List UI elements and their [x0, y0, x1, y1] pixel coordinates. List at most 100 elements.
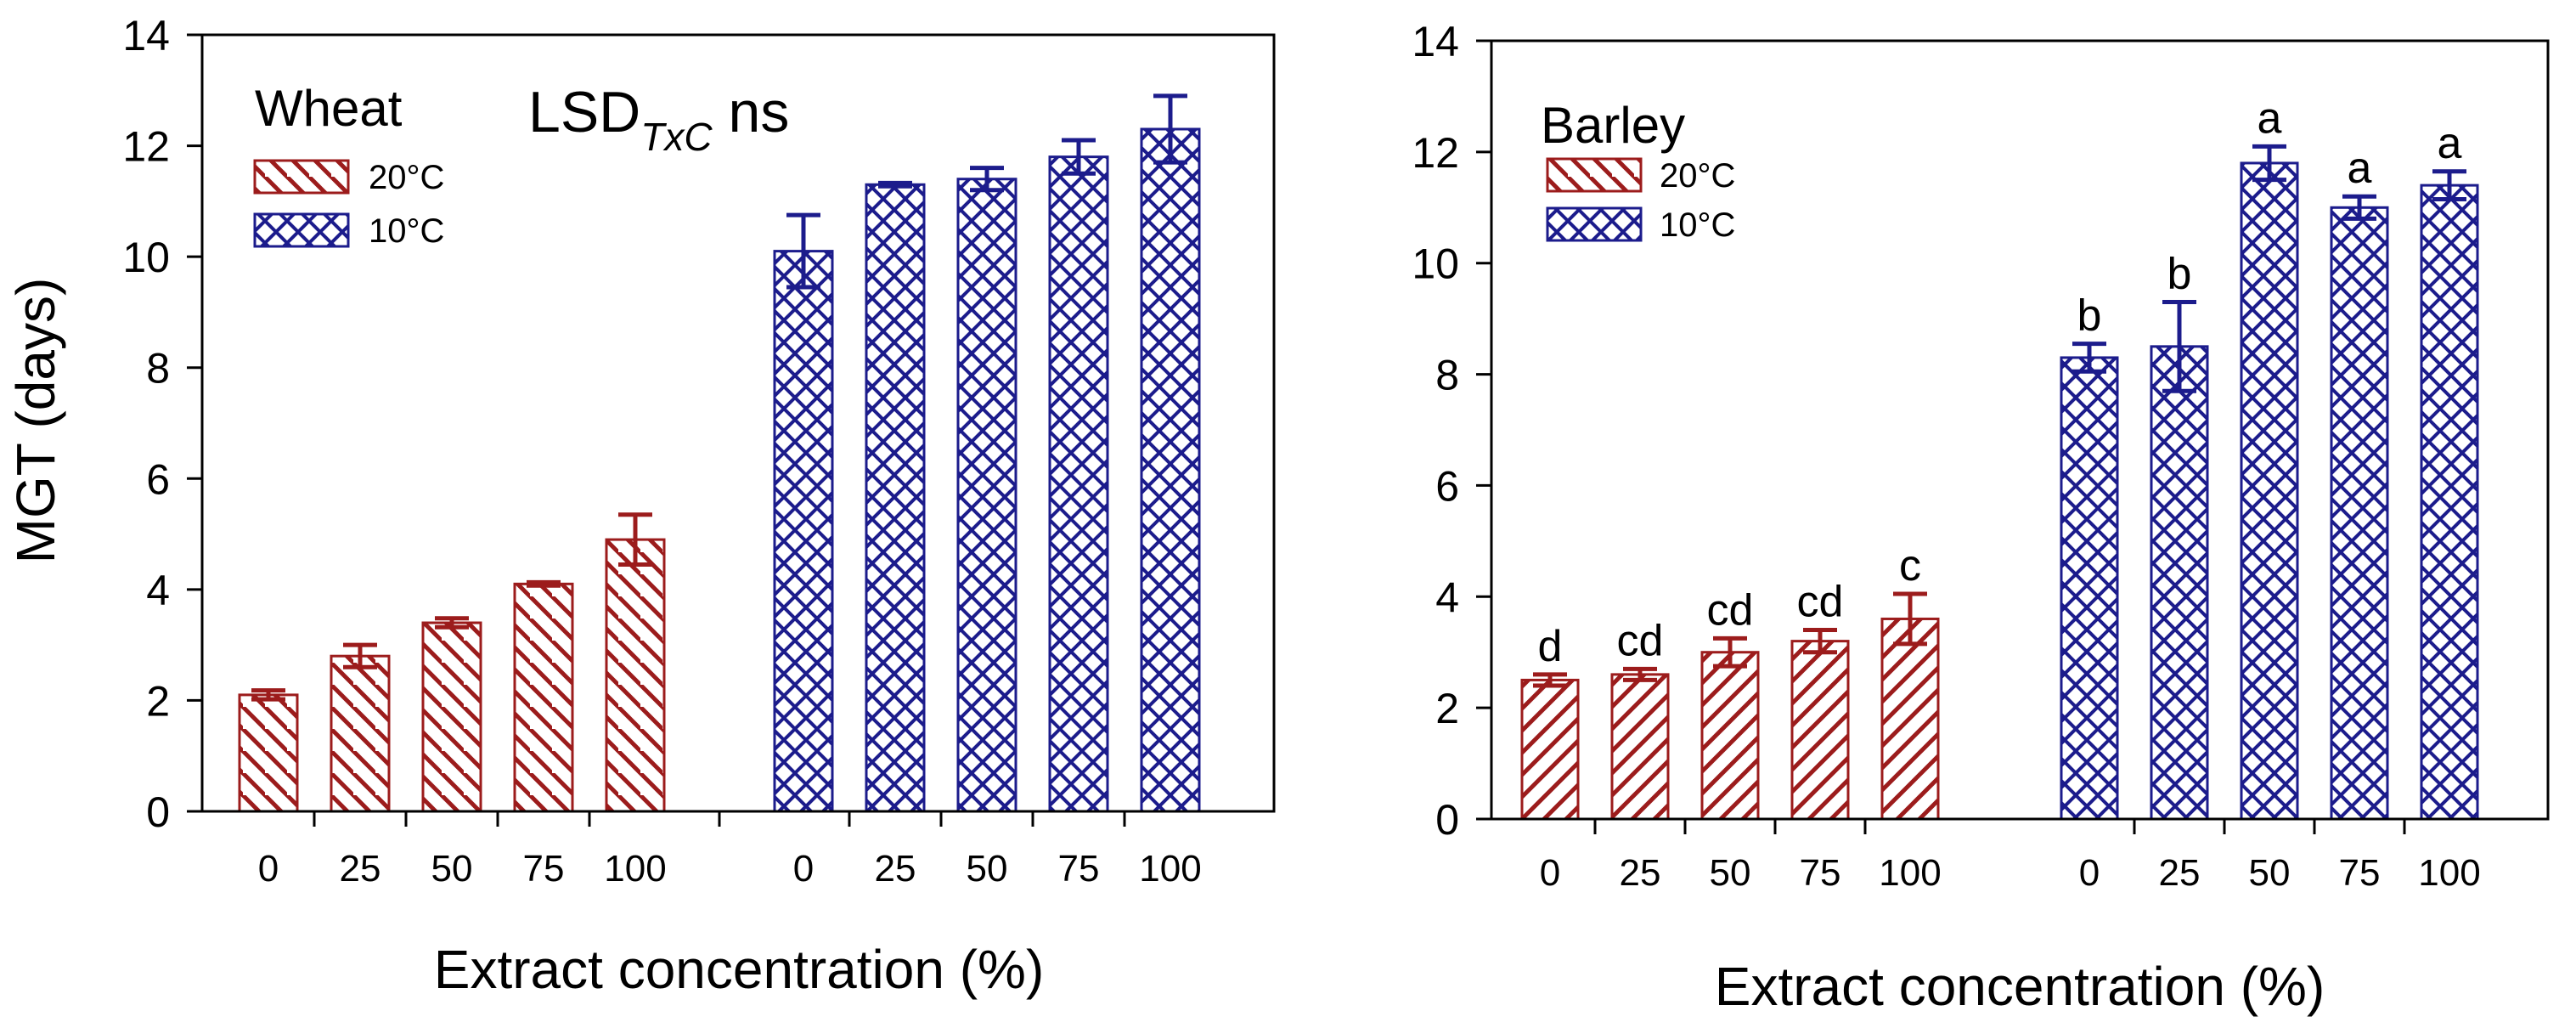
- barley-plot-frame: [1490, 39, 2550, 821]
- barley-y-tick-label: 2: [1435, 685, 1459, 732]
- wheat-bar-10c-75: [1048, 155, 1109, 813]
- wheat-legend-label-10c: 10°C: [369, 212, 444, 250]
- barley-significance-letter: b: [2077, 291, 2102, 341]
- barley-significance-letter: a: [2258, 93, 2282, 143]
- barley-significance-letter: a: [2348, 144, 2372, 193]
- wheat-error-bar-20c-0: [251, 688, 285, 702]
- barley-error-bar-10c-75: [2342, 194, 2376, 221]
- barley-significance-letter: c: [1899, 541, 1921, 590]
- barley-y-tick-label: 6: [1435, 462, 1459, 510]
- barley-significance-letter: a: [2438, 119, 2462, 168]
- barley-x-tick-label: 25: [2159, 852, 2201, 894]
- wheat-y-tick-label: 0: [146, 788, 170, 836]
- wheat-y-tick-label: 6: [146, 455, 170, 503]
- lsd-suffix: ns: [713, 80, 790, 144]
- barley-significance-letter: cd: [1617, 616, 1664, 665]
- barley-bar-20c-50: [1700, 651, 1760, 821]
- barley-error-bar-20c-75: [1803, 628, 1837, 655]
- wheat-plot-frame: [200, 33, 1276, 813]
- barley-significance-letter: cd: [1797, 578, 1844, 627]
- barley-x-tick-label: 50: [1710, 852, 1751, 894]
- barley-legend-label-10c: 10°C: [1660, 206, 1735, 244]
- wheat-bars: [238, 93, 1201, 813]
- wheat-x-axis-label: Extract concentration (%): [434, 939, 1045, 1000]
- wheat-x-tick-label: 25: [875, 848, 916, 890]
- barley-x-tick-label: 100: [2418, 852, 2480, 894]
- barley-error-bar-10c-25: [2162, 300, 2196, 393]
- wheat-bar-20c-25: [330, 654, 391, 813]
- wheat-y-tick-label: 12: [122, 123, 170, 171]
- wheat-bar-20c-100: [605, 538, 666, 813]
- wheat-x-tick-label: 100: [1139, 848, 1201, 890]
- barley-y-tick-label: 12: [1412, 129, 1459, 177]
- wheat-error-bar-10c-0: [786, 212, 820, 290]
- wheat-error-bar-10c-100: [1153, 93, 1187, 165]
- wheat-y-tick-label: 4: [146, 567, 170, 614]
- barley-bar-20c-25: [1610, 673, 1670, 821]
- barley-error-bar-20c-0: [1533, 672, 1567, 688]
- barley-bar-10c-100: [2420, 184, 2479, 821]
- wheat-x-tick-label: 50: [967, 848, 1008, 890]
- barley-significance-letter: cd: [1707, 585, 1754, 635]
- barley-legend: 20°C 10°C: [1546, 157, 1735, 244]
- wheat-error-bar-20c-50: [435, 616, 469, 630]
- barley-x-tick-label: 25: [1620, 852, 1661, 894]
- barley-x-axis-label: Extract concentration (%): [1715, 956, 2325, 1017]
- wheat-bar-10c-50: [956, 178, 1017, 813]
- wheat-legend-swatch-20c: [253, 159, 350, 195]
- barley-error-bar-10c-100: [2432, 169, 2466, 201]
- wheat-bar-10c-0: [773, 250, 834, 813]
- barley-bar-20c-0: [1520, 678, 1580, 821]
- barley-y-tick-label: 0: [1435, 796, 1459, 844]
- barley-error-bar-10c-0: [2072, 342, 2106, 374]
- barley-x-tick-label: 50: [2249, 852, 2291, 894]
- barley-y-tick-labels: 0 2 4 6 8 10 12 14: [1412, 18, 1491, 844]
- y-axis-label: MGT (days): [5, 278, 66, 564]
- wheat-bar-20c-0: [238, 693, 299, 813]
- wheat-legend: 20°C 10°C: [253, 159, 444, 250]
- barley-legend-swatch-10c: [1546, 206, 1643, 242]
- wheat-legend-swatch-10c: [253, 212, 350, 248]
- barley-panel-title: Barley: [1541, 97, 1685, 154]
- barley-error-bar-20c-100: [1893, 591, 1927, 647]
- wheat-panel: MGT (days) 0 2 4 6 8 10 12 14 0 25 50 75 100 0 25 50 75…: [5, 12, 1276, 1000]
- wheat-panel-title: Wheat: [255, 80, 403, 137]
- barley-legend-label-20c: 20°C: [1660, 157, 1735, 195]
- barley-x-tick-label: 0: [1540, 852, 1560, 894]
- wheat-error-bar-20c-100: [618, 512, 652, 567]
- barley-significance-letter: b: [2167, 250, 2192, 299]
- wheat-x-tick-label: 0: [258, 848, 279, 890]
- wheat-bar-10c-100: [1140, 127, 1201, 813]
- lsd-prefix: LSD: [528, 80, 640, 144]
- barley-error-bar-20c-25: [1623, 666, 1657, 682]
- barley-y-tick-label: 10: [1412, 240, 1459, 288]
- wheat-x-tick-label: 25: [340, 848, 381, 890]
- wheat-y-tick-labels: 0 2 4 6 8 10 12 14: [122, 12, 202, 836]
- wheat-bar-20c-75: [513, 582, 574, 813]
- wheat-x-tick-label: 75: [1058, 848, 1100, 890]
- barley-y-tick-label: 4: [1435, 573, 1459, 621]
- wheat-lsd-annotation: LSDTxC ns: [528, 80, 789, 159]
- wheat-x-tick-label: 75: [523, 848, 565, 890]
- wheat-x-category-labels: 0 25 50 75 100 0 25 50 75 100: [258, 811, 1202, 890]
- wheat-error-bar-20c-25: [343, 642, 377, 669]
- barley-x-category-labels: 0 25 50 75 100 0 25 50 75 100: [1540, 819, 2481, 894]
- wheat-y-tick-label: 14: [122, 12, 170, 59]
- barley-bar-10c-50: [2240, 161, 2299, 821]
- wheat-error-bar-10c-50: [970, 166, 1004, 193]
- barley-significance-letter: d: [1538, 622, 1563, 671]
- barley-y-tick-label: 14: [1412, 18, 1459, 65]
- barley-bar-10c-0: [2060, 356, 2119, 821]
- barley-y-tick-label: 8: [1435, 352, 1459, 399]
- barley-bar-20c-75: [1790, 640, 1850, 821]
- barley-x-tick-label: 75: [1800, 852, 1841, 894]
- barley-bar-20c-100: [1880, 617, 1940, 821]
- wheat-bar-20c-50: [421, 621, 482, 813]
- wheat-error-bar-10c-25: [878, 180, 912, 189]
- wheat-bar-10c-25: [865, 183, 926, 813]
- wheat-x-tick-label: 100: [604, 848, 666, 890]
- barley-error-bar-10c-50: [2252, 144, 2286, 183]
- wheat-y-tick-label: 2: [146, 677, 170, 725]
